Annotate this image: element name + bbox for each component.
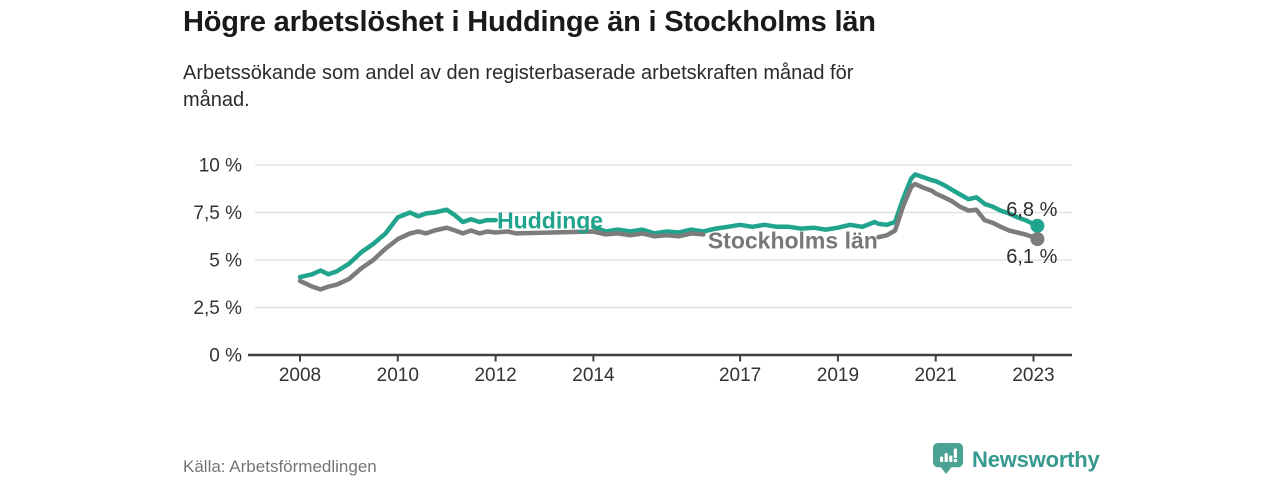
x-tick-label: 2021 — [915, 365, 957, 386]
y-tick-label: 10 % — [199, 156, 242, 177]
series-inline-labels: Huddinge Stockholms län — [497, 208, 878, 254]
x-tick-label: 2008 — [279, 365, 321, 386]
y-axis-labels: 0 % 2,5 % 5 % 7,5 % 10 % — [193, 156, 242, 367]
page-subtitle: Arbetssökande som andel av den registerb… — [183, 62, 854, 111]
line-chart-svg: 0 % 2,5 % 5 % 7,5 % 10 % 2008 2010 2012 2014 201… — [193, 156, 1072, 386]
x-tick-label: 2019 — [817, 365, 859, 386]
x-tick-label: 2014 — [572, 365, 615, 386]
x-tick-label: 2012 — [474, 365, 516, 386]
series-line-stockholms-lan — [876, 181, 1040, 242]
x-tick-label: 2017 — [719, 365, 761, 386]
series-line-huddinge — [297, 207, 498, 280]
x-tick-label: 2010 — [377, 365, 419, 386]
source-note: Källa: Arbetsförmedlingen — [183, 457, 377, 476]
series-line-stockholms-lan — [297, 225, 706, 292]
end-dot — [1030, 218, 1045, 233]
line-chart: 0 % 2,5 % 5 % 7,5 % 10 % 2008 2010 2012 2014 201… — [180, 148, 1100, 398]
series-label: Stockholms län — [708, 228, 878, 254]
end-dot — [1030, 232, 1045, 247]
y-tick-label: 7,5 % — [193, 203, 242, 224]
brand-logo: Newsworthy — [933, 443, 1100, 476]
series-end-dots — [1030, 218, 1045, 247]
end-value-label: 6,1 % — [1006, 246, 1057, 268]
series-line-huddinge — [591, 172, 1040, 236]
x-axis: 2008 2010 2012 2014 2017 2019 2021 2023 — [248, 353, 1072, 386]
newsworthy-icon — [933, 443, 964, 475]
end-value-label: 6,8 % — [1006, 199, 1057, 221]
series-label: Huddinge — [497, 208, 603, 234]
y-tick-label: 5 % — [209, 251, 242, 272]
y-tick-label: 2,5 % — [193, 298, 242, 319]
gridlines — [255, 164, 1072, 309]
bar-chart-glyph — [940, 448, 958, 463]
end-value-labels: 6,8 % 6,1 % — [1006, 199, 1057, 268]
brand-wordmark: Newsworthy — [972, 446, 1100, 472]
x-tick-label: 2023 — [1012, 365, 1054, 386]
y-tick-label: 0 % — [209, 346, 242, 367]
series-lines — [297, 172, 1040, 292]
page-title: Högre arbetslöshet i Huddinge än i Stock… — [183, 6, 876, 38]
